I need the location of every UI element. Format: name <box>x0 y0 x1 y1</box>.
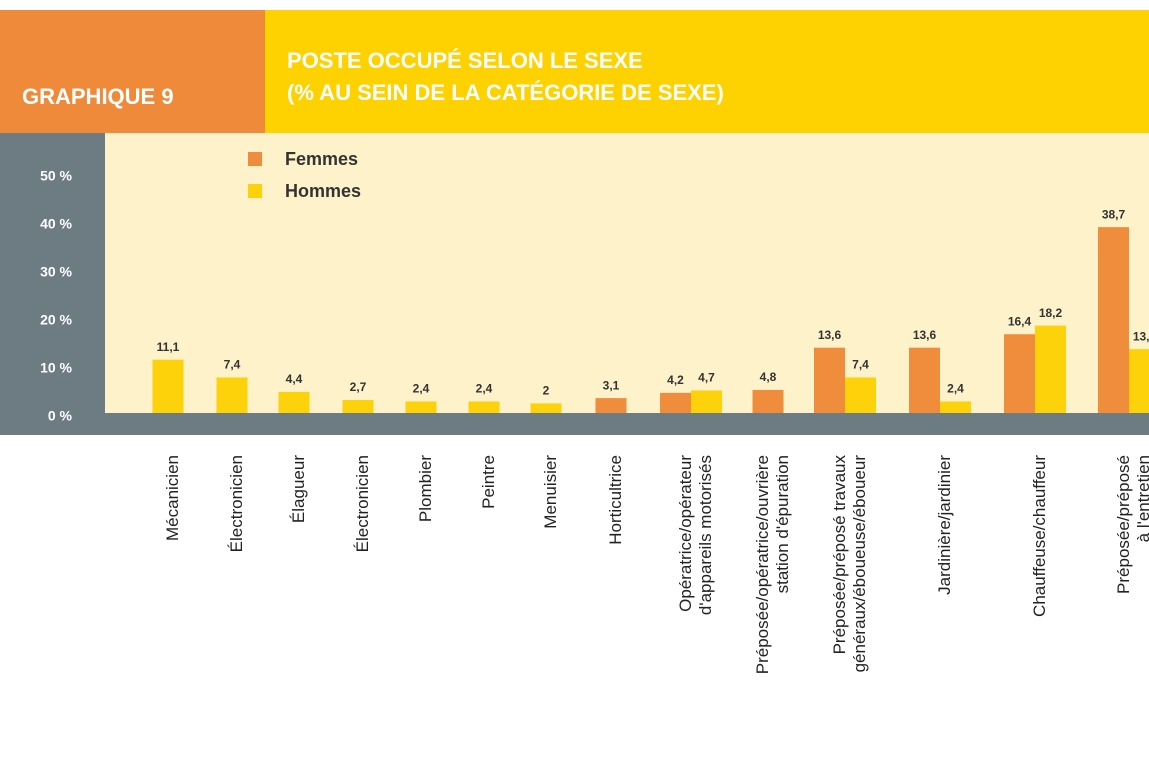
bar <box>405 401 437 413</box>
value-label: 13,6 <box>818 328 842 342</box>
x-tick-label-line: Préposée/préposé <box>1114 455 1133 594</box>
x-tick-label-line: Opératrice/opérateur <box>676 455 695 612</box>
header-title-box <box>265 10 1149 133</box>
bar <box>940 401 971 413</box>
bar <box>1035 325 1066 413</box>
value-label: 2,7 <box>350 380 367 394</box>
value-label: 4,4 <box>286 372 303 386</box>
chart-subtitle: (% AU SEIN DE LA CATÉGORIE DE SEXE) <box>287 80 724 105</box>
x-tick-label-line: Élagueur <box>289 455 308 523</box>
bar <box>909 347 940 413</box>
plot-area <box>105 133 1149 413</box>
value-label: 13,3 <box>1133 329 1149 343</box>
x-tick-label-line: Mécanicien <box>163 455 182 541</box>
y-axis-band <box>0 133 105 435</box>
value-label: 13,6 <box>913 328 937 342</box>
y-tick-label: 30 % <box>40 264 72 280</box>
value-label: 38,7 <box>1102 207 1126 221</box>
bar <box>660 392 691 413</box>
x-tick-label-line: Plombier <box>416 455 435 522</box>
value-label: 2 <box>543 384 550 398</box>
x-tick-label: Électronicien <box>227 455 246 552</box>
bar <box>1098 227 1129 413</box>
x-tick-label: Préposée/opératrice/ouvrièrestation d'ép… <box>753 455 792 674</box>
y-tick-label: 0 % <box>48 408 73 424</box>
x-tick-label: Opératrice/opérateurd'appareils motorisé… <box>676 455 715 615</box>
bar <box>1129 349 1149 413</box>
value-label: 7,4 <box>852 358 869 372</box>
bar <box>468 401 500 413</box>
y-tick-label: 20 % <box>40 312 72 328</box>
legend-label: Femmes <box>285 149 358 169</box>
bar <box>845 377 876 413</box>
x-tick-label-line: Préposée/opératrice/ouvrière <box>753 455 772 674</box>
x-tick-label-line: Chauffeuse/chauffeur <box>1030 455 1049 617</box>
legend-label: Hommes <box>285 181 361 201</box>
value-label: 4,2 <box>667 373 684 387</box>
value-label: 4,7 <box>698 371 715 385</box>
x-tick-label-line: Horticultrice <box>606 455 625 545</box>
bar <box>216 377 248 413</box>
x-tick-label-line: Électronicien <box>353 455 372 552</box>
x-tick-label: Élagueur <box>289 455 308 523</box>
x-tick-label: Menuisier <box>541 455 560 529</box>
x-tick-label-line: Préposée/préposé travaux <box>830 455 849 655</box>
bar <box>278 391 310 413</box>
x-tick-label: Jardinière/jardinier <box>935 455 954 595</box>
value-label: 7,4 <box>224 358 241 372</box>
bar <box>595 398 627 413</box>
y-tick-label: 40 % <box>40 216 72 232</box>
y-tick-label: 10 % <box>40 360 72 376</box>
chart-title: POSTE OCCUPÉ SELON LE SEXE <box>287 48 643 73</box>
value-label: 2,4 <box>947 382 964 396</box>
bar <box>752 389 784 413</box>
x-tick-label: Électronicien <box>353 455 372 552</box>
x-axis-band <box>0 413 1149 435</box>
x-tick-label-line: à l'entretien <box>1134 455 1149 542</box>
value-label: 18,2 <box>1039 306 1063 320</box>
bar <box>691 390 722 413</box>
legend-swatch <box>248 184 262 198</box>
x-tick-label: Préposée/préposé travauxgénéraux/éboueus… <box>830 455 869 673</box>
x-tick-label: Plombier <box>416 455 435 522</box>
y-tick-label: 50 % <box>40 168 72 184</box>
header-label-box <box>0 10 265 133</box>
value-label: 3,1 <box>603 378 620 392</box>
x-tick-label-line: Menuisier <box>541 455 560 529</box>
bar <box>342 400 374 413</box>
x-tick-label: Peintre <box>479 455 498 509</box>
x-tick-label: Chauffeuse/chauffeur <box>1030 455 1049 617</box>
x-tick-label-line: Jardinière/jardinier <box>935 455 954 595</box>
value-label: 16,4 <box>1008 314 1032 328</box>
value-label: 2,4 <box>413 382 430 396</box>
bar <box>530 403 562 413</box>
bar <box>1004 334 1035 413</box>
value-label: 11,1 <box>157 340 180 354</box>
x-tick-label: Mécanicien <box>163 455 182 541</box>
chart-label: GRAPHIQUE 9 <box>22 84 174 109</box>
x-tick-label-line: Peintre <box>479 455 498 509</box>
value-label: 4,8 <box>760 370 777 384</box>
bar <box>814 347 845 413</box>
x-tick-label-line: généraux/éboueuse/éboueur <box>850 455 869 673</box>
x-tick-label-line: station d'épuration <box>773 455 792 593</box>
x-tick-label-line: d'appareils motorisés <box>696 455 715 615</box>
x-tick-label-line: Électronicien <box>227 455 246 552</box>
value-label: 2,4 <box>476 382 493 396</box>
x-tick-label: Préposée/préposéà l'entretien <box>1114 455 1149 594</box>
legend-swatch <box>248 152 262 166</box>
x-tick-label: Horticultrice <box>606 455 625 545</box>
bar <box>152 359 184 413</box>
